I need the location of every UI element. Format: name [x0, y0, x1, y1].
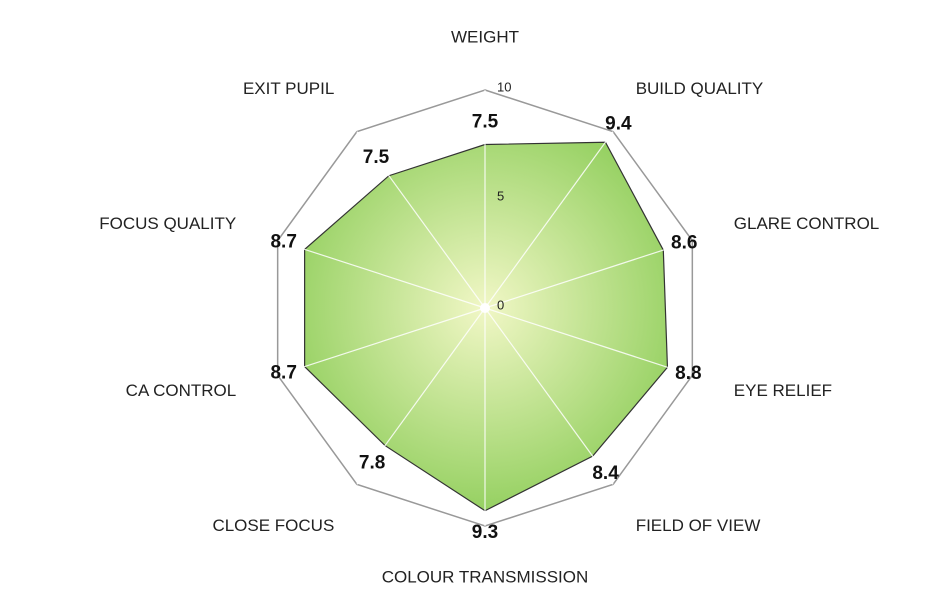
axis-label: CA CONTROL: [126, 381, 237, 400]
spoke: [484, 240, 693, 309]
axis-label: COLOUR TRANSMISSION: [382, 567, 589, 586]
axis-label: BUILD QUALITY: [636, 79, 764, 98]
tick-label: 0: [497, 297, 504, 312]
spoke: [484, 307, 693, 376]
axis-label: GLARE CONTROL: [734, 214, 879, 233]
value-label: 8.7: [270, 232, 296, 253]
value-label: 9.4: [605, 113, 632, 134]
axis-label: CLOSE FOCUS: [212, 516, 334, 535]
value-label: 7.5: [363, 147, 390, 168]
tick-label: 10: [497, 79, 511, 94]
value-label: 7.5: [472, 112, 499, 133]
tick-label: 5: [497, 188, 504, 203]
spoke: [277, 240, 486, 309]
value-label: 8.7: [270, 362, 296, 383]
axis-label: FIELD OF VIEW: [636, 516, 761, 535]
center: [480, 303, 490, 313]
axis-label: EXIT PUPIL: [243, 79, 334, 98]
value-label: 7.8: [359, 452, 385, 473]
value-label: 8.6: [671, 232, 697, 253]
axis-label: FOCUS QUALITY: [99, 214, 236, 233]
value-label: 8.4: [592, 463, 619, 484]
spoke: [356, 307, 486, 485]
spoke: [484, 307, 614, 485]
value-label: 8.8: [675, 363, 701, 384]
spoke: [277, 307, 486, 376]
axis-label: EYE RELIEF: [734, 381, 832, 400]
value-label: 9.3: [472, 522, 498, 543]
spoke: [356, 131, 486, 309]
axis-label: WEIGHT: [451, 27, 519, 46]
spoke: [484, 131, 614, 309]
